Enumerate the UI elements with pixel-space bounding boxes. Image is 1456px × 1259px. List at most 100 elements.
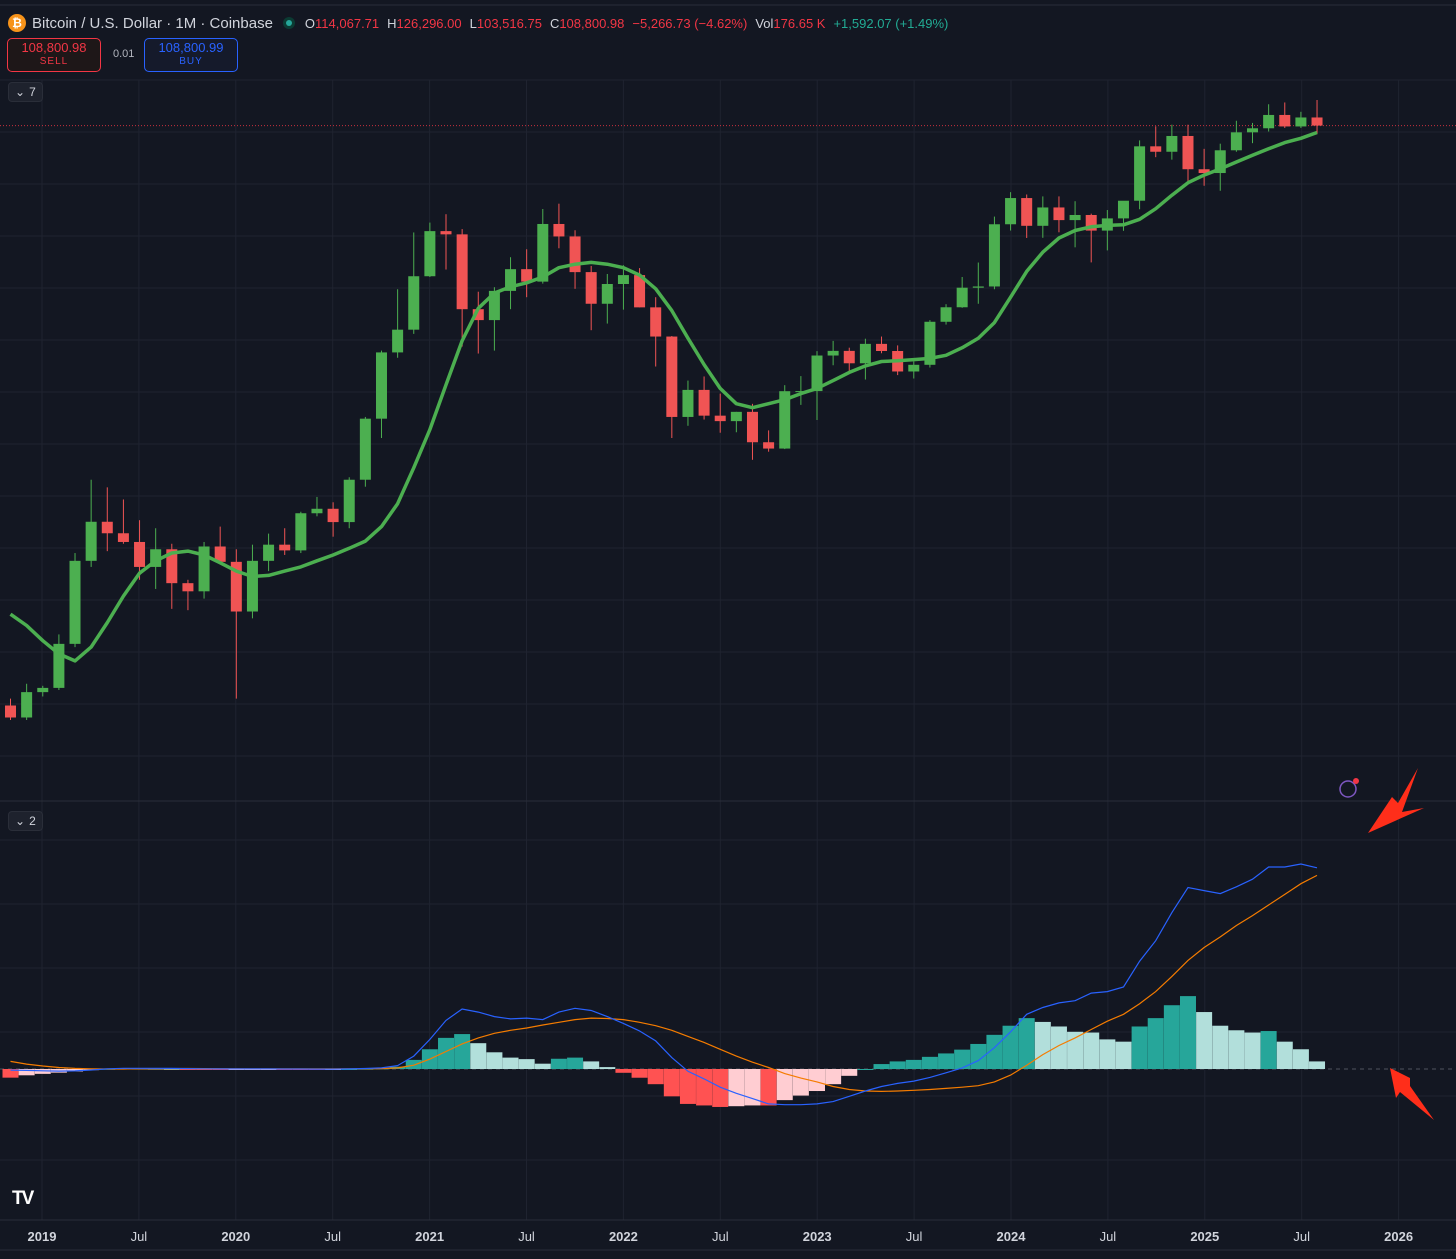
candle-body: [1247, 128, 1259, 133]
candle-body: [488, 290, 500, 321]
candle-body: [166, 549, 178, 584]
volume-label: Vol: [755, 15, 774, 31]
macd-histogram-bar: [1099, 1039, 1116, 1069]
candle-body: [924, 321, 936, 365]
candle-body: [1214, 150, 1226, 174]
assistant-icon: [1339, 780, 1357, 798]
candle-body: [698, 389, 710, 416]
time-axis-label: 2019: [28, 1229, 57, 1244]
time-axis-label: 2021: [415, 1229, 444, 1244]
candle-body: [311, 508, 323, 514]
candle-body: [1037, 207, 1049, 226]
macd-histogram-bar: [1309, 1061, 1326, 1069]
macd-histogram-bar: [1131, 1026, 1148, 1069]
macd-histogram-bar: [1147, 1018, 1164, 1069]
macd-histogram-bar: [486, 1052, 503, 1069]
macd-histogram-bar: [696, 1069, 713, 1106]
time-axis-label: 2022: [609, 1229, 638, 1244]
candle-body: [85, 521, 97, 561]
macd-histogram-bar: [1083, 1032, 1100, 1069]
buy-label: BUY: [179, 56, 203, 67]
macd-histogram-bar: [1292, 1049, 1309, 1069]
macd-histogram-bar: [583, 1061, 600, 1069]
time-axis-label: Jul: [1100, 1229, 1117, 1244]
time-axis-label: 2026: [1384, 1229, 1413, 1244]
candle-body: [1005, 198, 1017, 225]
candle-body: [1198, 169, 1210, 174]
candle-body: [617, 275, 629, 284]
buy-button[interactable]: 108,800.99 BUY: [144, 38, 238, 72]
macd-line: [10, 863, 1318, 1106]
annotation-arrow-lower: [1390, 1068, 1434, 1120]
volume-value: 176.65 K: [773, 15, 826, 31]
candle-body: [1021, 198, 1033, 226]
candle-body: [343, 479, 355, 523]
macd-histogram-bar: [728, 1069, 745, 1107]
low-value: 103,516.75: [476, 15, 542, 31]
candle-body: [69, 560, 81, 644]
candle-body: [859, 343, 871, 364]
candle-body: [779, 391, 791, 449]
macd-histogram-bar: [1196, 1012, 1213, 1069]
macd-histogram-bar: [1050, 1026, 1067, 1069]
ohlc-values: O114,067.71 H126,296.00 L103,516.75 C108…: [305, 16, 948, 31]
symbol-title[interactable]: Bitcoin / U.S. Dollar · 1M · Coinbase: [32, 14, 273, 32]
high-value: 126,296.00: [396, 15, 462, 31]
macd-histogram-bar: [825, 1069, 842, 1085]
candle-body: [666, 336, 678, 417]
macd-histogram-bar: [905, 1059, 922, 1069]
macd-histogram-bar: [631, 1069, 648, 1078]
candle-body: [537, 223, 549, 282]
macd-histogram-bar: [212, 1069, 229, 1070]
bitcoin-icon: ₿: [8, 14, 26, 32]
candle-body: [650, 307, 662, 337]
open-label: O: [304, 15, 316, 31]
macd-histogram-bar: [712, 1069, 729, 1107]
macd-histogram-bar: [1163, 1005, 1180, 1069]
open-value: 114,067.71: [315, 15, 380, 31]
candle-body: [327, 508, 339, 523]
candle-body: [601, 283, 613, 304]
candle-body: [472, 309, 484, 321]
spread-value: 0.01: [113, 48, 135, 60]
candle-body: [134, 541, 146, 567]
candle-body: [956, 287, 968, 308]
tradingview-logo-icon[interactable]: TV: [12, 1188, 34, 1209]
macd-histogram-bar: [341, 1069, 358, 1070]
candle-body: [1295, 117, 1307, 127]
market-open-status-icon: [282, 17, 295, 29]
candle-body: [198, 546, 210, 592]
candle-body: [21, 692, 33, 718]
candle-body: [117, 533, 129, 542]
macd-histogram-bar: [405, 1059, 422, 1069]
candle-body: [456, 234, 468, 310]
candle-body: [843, 350, 855, 364]
candle-body: [746, 411, 758, 443]
main-indicators-toggle[interactable]: ⌄ 7: [8, 82, 43, 102]
buy-price: 108,800.99: [158, 40, 224, 55]
macd-histogram-bar: [2, 1069, 19, 1078]
candle-body: [505, 269, 517, 291]
candle-body: [795, 391, 807, 393]
candle-body: [1230, 132, 1242, 151]
candle-body: [521, 269, 533, 282]
macd-histogram-bar: [1034, 1021, 1051, 1069]
candle-body: [876, 343, 888, 352]
chevron-down-icon: ⌄: [15, 85, 26, 99]
macd-histogram-bar: [841, 1069, 858, 1076]
time-axis-label: Jul: [906, 1229, 923, 1244]
candle-body: [1311, 117, 1323, 126]
candle-body: [972, 286, 984, 288]
price-change: −5,266.73 (−4.62%): [632, 15, 748, 31]
macd-histogram-bar: [809, 1069, 825, 1092]
macd-histogram-bar: [518, 1059, 535, 1069]
close-label: C: [549, 15, 560, 31]
time-axis-label: 2024: [997, 1229, 1027, 1244]
lower-indicators-toggle[interactable]: ⌄ 2: [8, 811, 43, 831]
macd-histogram-bar: [857, 1069, 874, 1070]
sell-button[interactable]: 108,800.98 SELL: [7, 38, 101, 72]
macd-histogram-bar: [1212, 1025, 1229, 1069]
macd-histogram-bar: [1244, 1032, 1261, 1069]
candle-body: [214, 546, 226, 562]
